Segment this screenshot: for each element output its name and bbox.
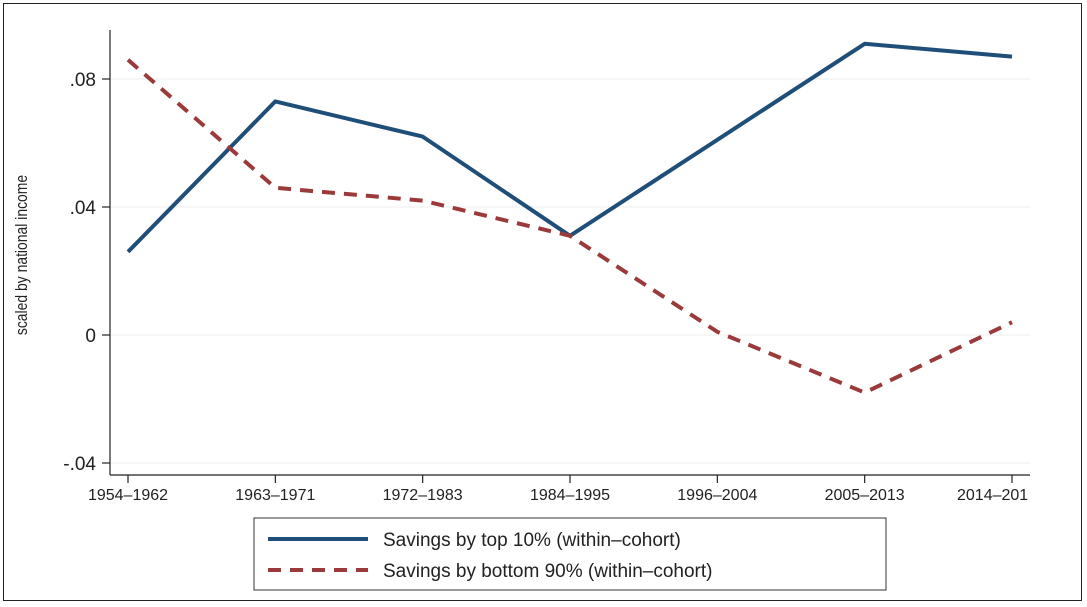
x-tick-label: 1963–1971 xyxy=(235,487,315,504)
x-tick-label: 1984–1995 xyxy=(530,487,610,504)
axes xyxy=(102,30,1030,483)
y-tick-label: .08 xyxy=(70,70,96,91)
series-line-bottom90 xyxy=(126,58,1013,395)
y-axis-title: scaled by national income xyxy=(13,175,32,335)
y-tick-labels: -.04 0 .04 .08 xyxy=(63,70,96,475)
chart-frame xyxy=(3,3,1082,601)
x-tick-label: 2014–201 xyxy=(957,487,1028,504)
legend-label-bottom90: Savings by bottom 90% (within–cohort) xyxy=(383,561,713,582)
y-tick-label: 0 xyxy=(85,326,96,347)
legend-label-top10: Savings by top 10% (within–cohort) xyxy=(383,530,681,551)
gridlines xyxy=(110,78,1030,464)
y-tick-label: -.04 xyxy=(63,454,96,475)
series xyxy=(126,41,1013,395)
legend: Savings by top 10% (within–cohort) Savin… xyxy=(253,517,887,591)
x-tick-labels: 1954–1962 1963–1971 1972–1983 1984–1995 1996… xyxy=(88,487,1028,504)
x-tick-label: 1954–1962 xyxy=(88,487,168,504)
series-line-top10 xyxy=(126,41,1013,254)
legend-box xyxy=(253,517,887,591)
x-tick-label: 1996–2004 xyxy=(677,487,757,504)
y-tick-label: .04 xyxy=(70,198,97,219)
x-tick-label: 2005–2013 xyxy=(825,487,905,504)
x-tick-label: 1972–1983 xyxy=(383,487,463,504)
